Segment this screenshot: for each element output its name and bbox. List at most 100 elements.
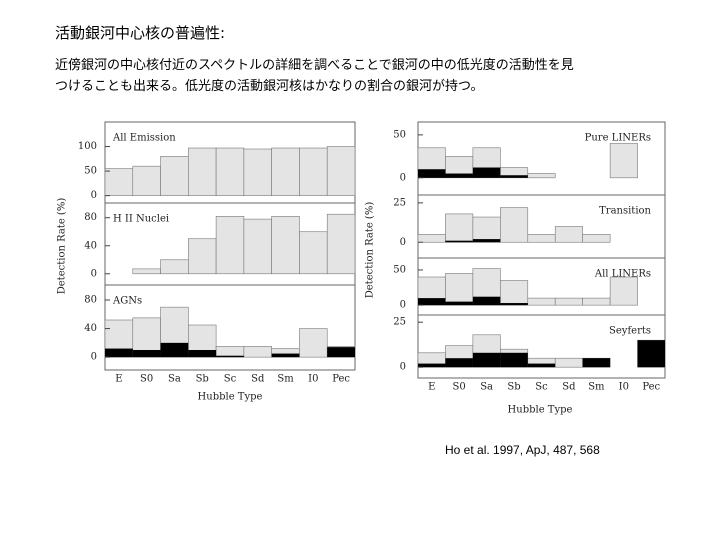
bar xyxy=(299,328,328,358)
panel-label: All LINERs xyxy=(594,269,651,280)
bar xyxy=(327,347,355,358)
y-tick-label: 40 xyxy=(84,323,97,334)
bar xyxy=(500,207,529,243)
y-tick-label: 0 xyxy=(400,300,406,311)
body-line: つけることも出来る。低光度の活動銀河核はかなりの割合の銀河が持つ。 xyxy=(55,79,484,94)
bar xyxy=(554,357,583,368)
panel-label: Seyferts xyxy=(609,326,651,337)
bar xyxy=(132,350,161,358)
y-tick-label: 100 xyxy=(78,141,97,152)
bar xyxy=(582,358,611,368)
x-tick-label: S0 xyxy=(453,382,466,393)
bar xyxy=(104,168,134,196)
y-tick-label: 0 xyxy=(91,268,97,279)
bar xyxy=(216,355,244,358)
bar xyxy=(418,363,446,368)
x-axis-label: Hubble Type xyxy=(198,392,263,403)
bar xyxy=(527,363,556,368)
x-axis-label: Hubble Type xyxy=(508,405,573,416)
bar xyxy=(582,297,611,306)
bar xyxy=(418,298,446,306)
bar xyxy=(527,234,556,243)
bar xyxy=(188,350,217,358)
y-axis-label: Detection Rate (%) xyxy=(57,198,68,295)
bar xyxy=(271,353,300,358)
bar xyxy=(445,173,473,178)
x-tick-label: Sm xyxy=(277,374,294,385)
bar xyxy=(215,147,245,196)
y-tick-label: 25 xyxy=(393,197,406,208)
bar xyxy=(609,143,638,179)
panel-label: H II Nuclei xyxy=(113,214,169,225)
bar xyxy=(160,156,189,196)
y-tick-label: 0 xyxy=(91,190,97,201)
bar xyxy=(160,259,189,275)
x-tick-label: Sb xyxy=(196,374,209,385)
bar xyxy=(472,296,501,306)
bar xyxy=(215,346,245,358)
bar xyxy=(472,352,501,368)
bar xyxy=(500,303,528,306)
bar xyxy=(500,175,528,178)
x-tick-label: Sc xyxy=(535,382,548,393)
y-tick-label: 80 xyxy=(84,212,97,223)
bar xyxy=(445,301,473,306)
bar xyxy=(500,280,529,306)
bar xyxy=(132,165,161,196)
citation: Ho et al. 1997, ApJ, 487, 568 xyxy=(445,443,600,457)
bar xyxy=(417,234,446,243)
bar xyxy=(445,240,473,243)
bar xyxy=(326,213,356,275)
y-tick-label: 50 xyxy=(393,129,406,140)
bar xyxy=(188,147,217,196)
x-tick-label: Pec xyxy=(332,374,350,385)
y-tick-label: 0 xyxy=(400,362,406,373)
bar xyxy=(554,297,583,306)
bar xyxy=(418,169,446,178)
bar xyxy=(472,167,501,178)
y-tick-label: 40 xyxy=(84,240,97,251)
x-tick-label: Sb xyxy=(507,382,520,393)
panel-label: AGNs xyxy=(112,296,142,307)
bar xyxy=(271,216,300,275)
body-line: 近傍銀河の中心核付近のスペクトルの詳細を調べることで銀河の中の低光度の活動性を見 xyxy=(55,58,574,73)
bar xyxy=(188,238,217,275)
x-tick-label: I0 xyxy=(619,382,629,393)
bar xyxy=(299,147,328,196)
x-tick-label: Sd xyxy=(251,374,265,385)
bar xyxy=(160,342,189,358)
bar xyxy=(637,340,665,368)
x-tick-label: E xyxy=(428,382,435,393)
bar xyxy=(445,273,474,306)
bar xyxy=(472,239,501,243)
x-tick-label: I0 xyxy=(308,374,318,385)
panel-label: All Emission xyxy=(112,133,176,144)
y-tick-label: 0 xyxy=(91,352,97,363)
bar xyxy=(472,216,501,243)
bar xyxy=(445,213,474,243)
y-tick-label: 50 xyxy=(393,264,406,275)
bar xyxy=(527,297,556,306)
bar xyxy=(243,148,272,196)
bar xyxy=(299,231,328,275)
bar xyxy=(243,218,272,275)
bar xyxy=(500,352,528,368)
bar xyxy=(271,147,300,196)
x-tick-label: S0 xyxy=(140,374,153,385)
x-tick-label: Sa xyxy=(480,382,493,393)
bar xyxy=(445,358,473,368)
bar xyxy=(527,173,556,179)
x-tick-label: Sd xyxy=(562,382,576,393)
bar xyxy=(609,276,638,306)
x-tick-label: Sc xyxy=(224,374,237,385)
bar xyxy=(215,216,245,275)
bar xyxy=(326,146,356,196)
panel-label: Transition xyxy=(599,206,651,217)
bar xyxy=(105,348,133,358)
x-tick-label: E xyxy=(115,374,122,385)
slide-title: 活動銀河中心核の普遍性: xyxy=(55,24,226,42)
panel-label: Pure LINERs xyxy=(585,133,651,144)
x-tick-label: Sm xyxy=(588,382,605,393)
